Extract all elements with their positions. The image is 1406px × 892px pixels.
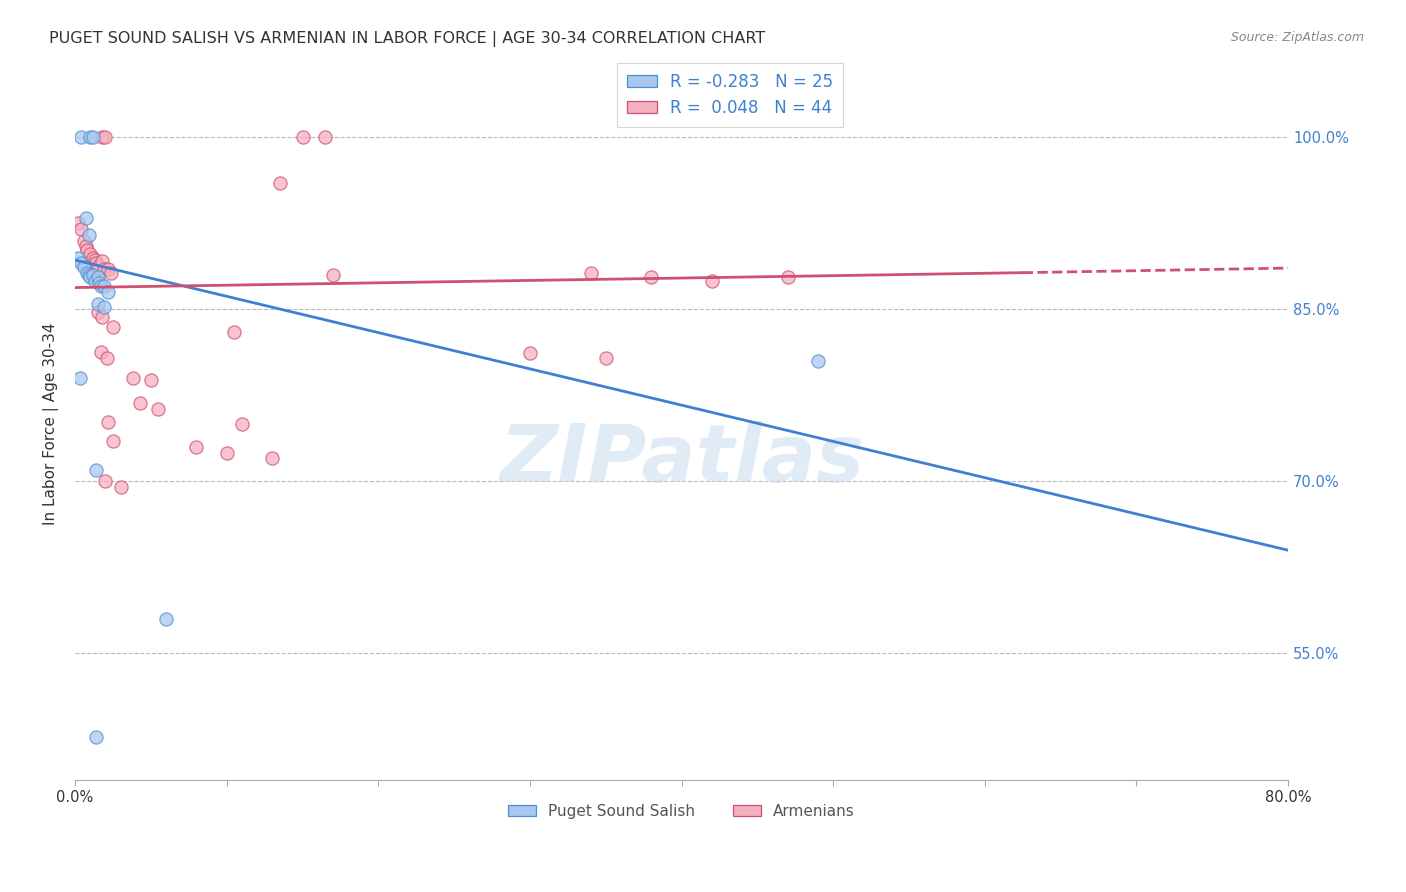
Point: [231, 417, 253, 431]
Point: [262, 451, 284, 466]
Point: [139, 374, 162, 388]
Point: [76, 266, 98, 280]
Point: [101, 434, 124, 449]
Text: Source: ZipAtlas.com: Source: ZipAtlas.com: [1230, 31, 1364, 45]
Point: [87, 304, 110, 318]
Point: [70, 130, 93, 145]
Text: ZIPatlas: ZIPatlas: [499, 421, 865, 499]
Point: [70, 222, 93, 236]
Point: [700, 274, 723, 288]
Point: [186, 440, 208, 454]
Point: [519, 346, 541, 360]
Point: [83, 274, 105, 288]
Legend: Puget Sound Salish, Armenians: Puget Sound Salish, Armenians: [502, 798, 860, 825]
Point: [129, 396, 152, 410]
Point: [77, 268, 100, 282]
Point: [75, 239, 97, 253]
Point: [79, 247, 101, 261]
Point: [86, 730, 108, 744]
Point: [322, 268, 344, 282]
Point: [776, 270, 799, 285]
Point: [314, 130, 336, 145]
Point: [97, 285, 120, 300]
Point: [89, 276, 111, 290]
Point: [269, 176, 291, 190]
Point: [121, 371, 143, 385]
Point: [87, 270, 110, 285]
Point: [87, 296, 110, 310]
Point: [79, 270, 101, 285]
Point: [67, 216, 90, 230]
Point: [94, 475, 117, 489]
Point: [79, 130, 101, 145]
Point: [75, 211, 97, 225]
Point: [579, 266, 602, 280]
Point: [90, 279, 112, 293]
Point: [83, 253, 105, 268]
Point: [89, 259, 111, 273]
Point: [101, 319, 124, 334]
Point: [93, 262, 115, 277]
Point: [97, 262, 120, 277]
Point: [86, 463, 108, 477]
Point: [86, 256, 108, 270]
Point: [93, 279, 115, 293]
Point: [93, 300, 115, 314]
Point: [82, 251, 104, 265]
Point: [215, 446, 238, 460]
Point: [67, 251, 90, 265]
Text: PUGET SOUND SALISH VS ARMENIAN IN LABOR FORCE | AGE 30-34 CORRELATION CHART: PUGET SOUND SALISH VS ARMENIAN IN LABOR …: [49, 31, 765, 47]
Point: [73, 260, 96, 274]
Point: [807, 354, 830, 368]
Point: [94, 130, 117, 145]
Point: [155, 612, 177, 626]
Point: [595, 351, 617, 365]
Point: [90, 344, 112, 359]
Point: [640, 270, 662, 285]
Point: [91, 310, 114, 325]
Point: [148, 402, 170, 417]
Point: [97, 415, 120, 429]
Point: [91, 130, 114, 145]
Point: [69, 371, 91, 385]
Point: [73, 234, 96, 248]
Point: [110, 480, 132, 494]
Point: [91, 254, 114, 268]
Point: [77, 227, 100, 242]
Point: [76, 243, 98, 257]
Point: [100, 266, 122, 280]
Point: [70, 256, 93, 270]
Point: [82, 268, 104, 282]
Point: [291, 130, 314, 145]
Point: [224, 326, 246, 340]
Point: [96, 351, 118, 365]
Point: [82, 130, 104, 145]
Y-axis label: In Labor Force | Age 30-34: In Labor Force | Age 30-34: [44, 323, 59, 525]
